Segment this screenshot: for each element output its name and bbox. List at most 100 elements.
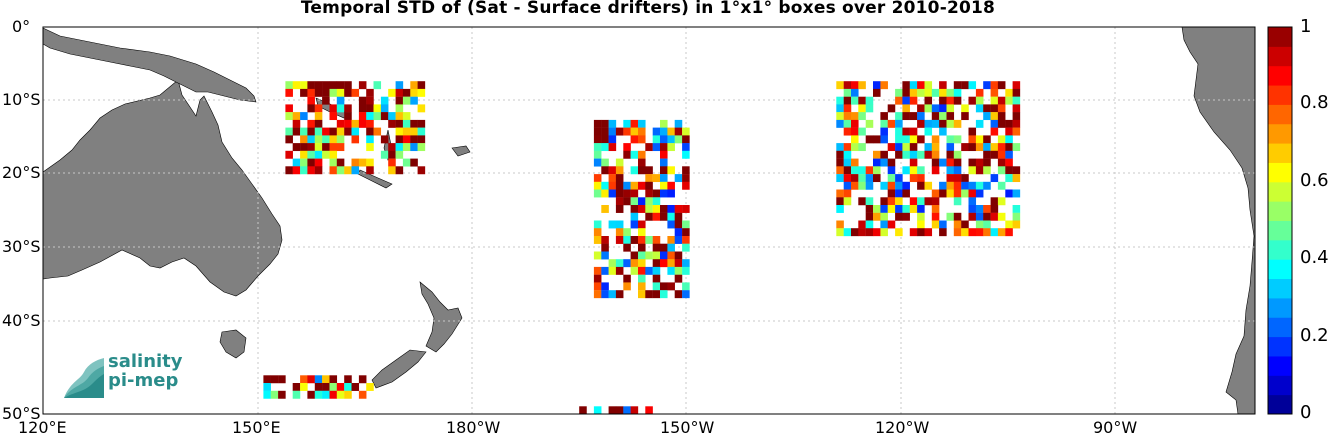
std-cell xyxy=(358,81,367,90)
std-cell xyxy=(975,135,984,144)
std-cell xyxy=(366,88,374,97)
std-cell xyxy=(880,135,888,144)
std-cell xyxy=(946,143,955,152)
std-cell xyxy=(593,228,602,237)
std-cell xyxy=(307,143,315,152)
std-cell xyxy=(601,158,609,167)
std-cell xyxy=(1005,228,1013,237)
std-cell xyxy=(975,189,984,198)
std-cell xyxy=(990,205,999,213)
std-cell xyxy=(682,290,690,299)
std-cell xyxy=(366,166,374,175)
std-cell xyxy=(961,104,969,113)
std-cell xyxy=(1005,88,1013,97)
logo-line-2: pi-mep xyxy=(108,370,179,391)
colorbar-step xyxy=(1268,355,1292,376)
std-cell xyxy=(292,383,301,391)
std-cell xyxy=(270,390,279,399)
std-cell xyxy=(953,119,962,128)
std-cell xyxy=(983,166,991,175)
std-cell xyxy=(314,390,323,399)
std-cell xyxy=(851,81,859,90)
std-cell xyxy=(880,112,888,121)
std-cell xyxy=(593,290,602,299)
std-cell xyxy=(615,220,624,229)
std-cell xyxy=(593,127,602,136)
std-cell xyxy=(623,143,631,152)
std-cell xyxy=(630,212,639,221)
std-cell xyxy=(931,158,940,167)
std-cell xyxy=(660,174,668,183)
std-cell xyxy=(307,88,315,97)
std-cell xyxy=(373,112,382,121)
std-cell xyxy=(645,166,653,175)
std-cell xyxy=(660,143,668,152)
colorbar-step xyxy=(1268,65,1292,86)
std-cell xyxy=(909,81,918,90)
std-cell xyxy=(314,104,323,113)
colorbar-frame xyxy=(1267,26,1293,415)
std-cell xyxy=(997,197,1006,206)
std-cell xyxy=(395,127,404,136)
std-cell xyxy=(1012,212,1021,221)
std-cell xyxy=(968,143,977,152)
std-cell xyxy=(344,112,352,121)
std-cell xyxy=(601,290,609,299)
std-cell xyxy=(968,127,977,136)
std-cell xyxy=(593,406,602,415)
std-cell xyxy=(638,220,646,229)
std-cell xyxy=(961,228,969,237)
std-cell xyxy=(601,189,609,198)
std-cell xyxy=(983,135,991,144)
std-cell xyxy=(395,96,404,105)
std-cell xyxy=(307,150,315,159)
std-cell xyxy=(1012,127,1021,136)
y-tick-label: 0° xyxy=(12,17,31,36)
std-cell xyxy=(638,282,646,291)
std-cell xyxy=(601,135,609,144)
std-cell xyxy=(630,166,639,175)
std-cell xyxy=(351,383,360,391)
colorbar-step xyxy=(1268,104,1292,125)
std-cell xyxy=(990,143,999,152)
std-cell xyxy=(674,119,683,128)
std-cell xyxy=(975,88,984,97)
std-cell xyxy=(608,143,617,152)
std-cell xyxy=(329,143,338,152)
std-cell xyxy=(865,220,874,229)
std-cell xyxy=(410,81,418,90)
std-cell xyxy=(667,127,675,136)
std-cell xyxy=(917,81,925,90)
std-cell xyxy=(667,189,675,198)
std-cell xyxy=(902,143,910,152)
std-cell xyxy=(851,228,859,237)
std-cell xyxy=(645,406,653,415)
std-cell xyxy=(931,197,940,206)
std-cell xyxy=(682,243,690,252)
std-cell xyxy=(322,135,330,144)
std-cell xyxy=(909,166,918,175)
std-cell xyxy=(344,81,352,90)
std-cell xyxy=(917,104,925,113)
std-cell xyxy=(975,119,984,128)
std-cell xyxy=(902,88,910,97)
logo-wave-icon xyxy=(64,358,104,398)
std-cell xyxy=(836,220,844,229)
std-cell xyxy=(322,390,330,399)
std-cell xyxy=(990,81,999,90)
std-cell xyxy=(946,212,955,221)
std-cell xyxy=(652,251,661,260)
std-cell xyxy=(983,220,991,229)
std-cell xyxy=(924,228,933,237)
y-tick-label: 10°S xyxy=(2,90,41,109)
std-cell xyxy=(917,181,925,190)
std-cell xyxy=(880,127,888,136)
std-cell xyxy=(623,181,631,190)
std-cell xyxy=(997,150,1006,159)
std-cell xyxy=(858,166,866,175)
std-cell xyxy=(1012,166,1021,175)
std-cell xyxy=(366,127,374,136)
std-cell xyxy=(417,135,426,144)
std-cell xyxy=(939,228,947,237)
std-cell xyxy=(1012,205,1021,213)
